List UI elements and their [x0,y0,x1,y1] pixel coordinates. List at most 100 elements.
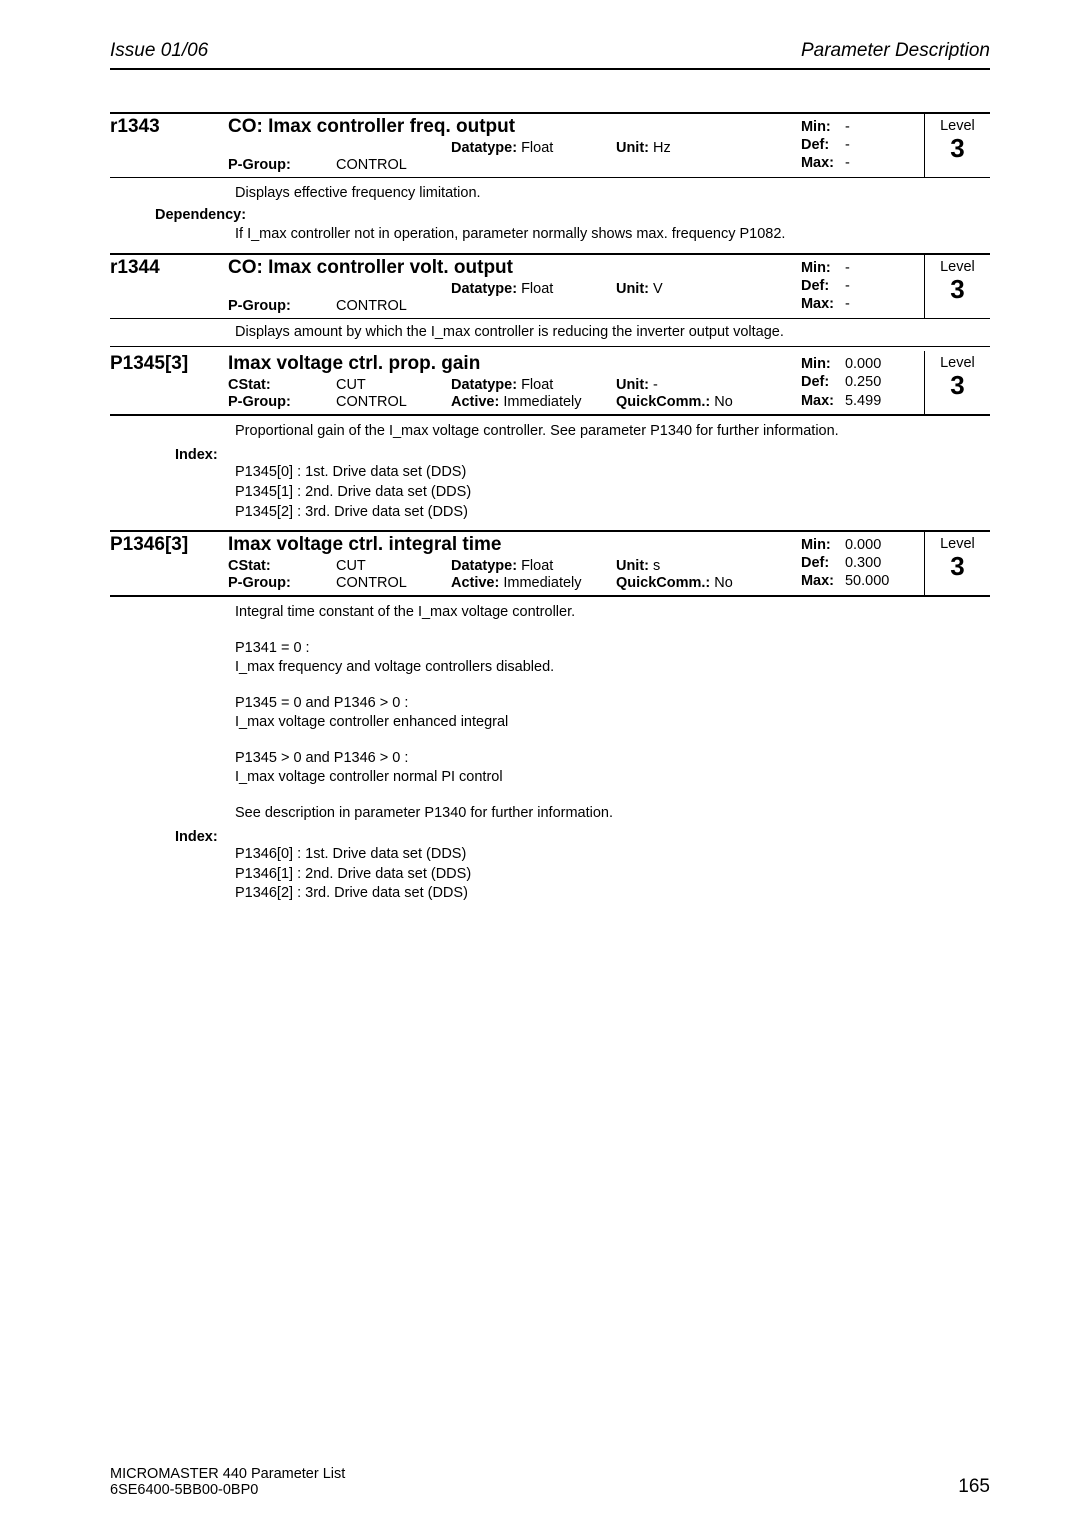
val-datatype: Float [521,281,553,297]
lbl-unit: Unit: [616,281,649,297]
lbl-quickcomm: QuickComm.: [616,394,710,410]
lbl-def: Def: [801,373,845,391]
dependency-text: If I_max controller not in operation, pa… [235,225,990,245]
page-footer: MICROMASTER 440 Parameter List 6SE6400-5… [110,1466,990,1498]
header-left: Issue 01/06 [110,40,208,62]
val-quickcomm: No [714,575,733,591]
param-title: Imax voltage ctrl. prop. gain [228,353,801,375]
lbl-level: Level [925,536,990,552]
val-unit: V [653,281,663,297]
param-title: CO: Imax controller freq. output [228,116,801,138]
lbl-pgroup: P-Group: [228,575,336,591]
val-def: 0.250 [845,373,920,391]
index-entry: P1345[0] : 1st. Drive data set (DDS) [235,463,990,483]
lbl-def: Def: [801,554,845,572]
lbl-max: Max: [801,154,845,172]
param-id: r1344 [110,255,228,318]
index-entry: P1346[1] : 2nd. Drive data set (DDS) [235,865,990,885]
param-p1346: P1346[3] Imax voltage ctrl. integral tim… [110,530,990,908]
cond-desc: I_max frequency and voltage controllers … [235,658,990,678]
lbl-active: Active: [451,394,499,410]
index-entry: P1345[1] : 2nd. Drive data set (DDS) [235,483,990,503]
param-p1345: P1345[3] Imax voltage ctrl. prop. gain C… [110,351,990,526]
val-pgroup: CONTROL [336,298,451,314]
header-right: Parameter Description [801,40,990,62]
val-unit: - [653,377,658,393]
lbl-level: Level [925,118,990,134]
val-datatype: Float [521,377,553,393]
val-def: 0.300 [845,554,920,572]
lbl-unit: Unit: [616,558,649,574]
param-r1343: r1343 CO: Imax controller freq. output D… [110,112,990,249]
lbl-datatype: Datatype: [451,140,517,156]
lbl-pgroup: P-Group: [228,298,336,314]
lbl-min: Min: [801,118,845,136]
val-unit: Hz [653,140,671,156]
val-level: 3 [925,134,990,163]
val-max: 5.499 [845,392,920,410]
val-level: 3 [925,552,990,581]
val-unit: s [653,558,660,574]
lbl-max: Max: [801,392,845,410]
lbl-unit: Unit: [616,140,649,156]
cond-desc: I_max voltage controller normal PI contr… [235,768,990,788]
param-title: CO: Imax controller volt. output [228,257,801,279]
lbl-datatype: Datatype: [451,558,517,574]
param-r1344: r1344 CO: Imax controller volt. output D… [110,253,990,348]
param-desc: Displays effective frequency limitation. [235,184,990,204]
val-level: 3 [925,371,990,400]
index-entry: P1345[2] : 3rd. Drive data set (DDS) [235,503,990,523]
val-pgroup: CONTROL [336,394,451,410]
footer-line2: 6SE6400-5BB00-0BP0 [110,1482,345,1498]
page-content: Issue 01/06 Parameter Description r1343 … [0,0,1080,952]
val-def: - [845,277,920,295]
lbl-level: Level [925,259,990,275]
val-min: - [845,118,920,136]
val-min: - [845,259,920,277]
lbl-active: Active: [451,575,499,591]
val-quickcomm: No [714,394,733,410]
val-pgroup: CONTROL [336,157,451,173]
lbl-pgroup: P-Group: [228,394,336,410]
lbl-datatype: Datatype: [451,377,517,393]
index-entry: P1346[2] : 3rd. Drive data set (DDS) [235,884,990,904]
lbl-unit: Unit: [616,377,649,393]
cond-line: P1345 > 0 and P1346 > 0 : [235,749,990,769]
cond-line: P1345 = 0 and P1346 > 0 : [235,694,990,714]
lbl-dependency: Dependency: [155,207,246,223]
val-max: - [845,154,920,172]
lbl-level: Level [925,355,990,371]
lbl-index: Index: [175,828,235,848]
val-level: 3 [925,275,990,304]
cond-desc: I_max voltage controller enhanced integr… [235,713,990,733]
param-id: P1345[3] [110,351,228,414]
val-def: - [845,136,920,154]
param-desc: Integral time constant of the I_max volt… [235,603,990,623]
lbl-datatype: Datatype: [451,281,517,297]
lbl-pgroup: P-Group: [228,157,336,173]
param-id: r1343 [110,114,228,177]
val-cstat: CUT [336,558,451,574]
param-desc: Displays amount by which the I_max contr… [235,323,990,343]
lbl-min: Min: [801,259,845,277]
val-active: Immediately [503,575,581,591]
index-entry: P1346[0] : 1st. Drive data set (DDS) [235,845,990,865]
param-desc: Proportional gain of the I_max voltage c… [235,422,990,442]
lbl-index: Index: [175,446,235,466]
val-min: 0.000 [845,355,920,373]
val-active: Immediately [503,394,581,410]
val-min: 0.000 [845,536,920,554]
lbl-def: Def: [801,136,845,154]
cond-line: P1341 = 0 : [235,639,990,659]
footer-line1: MICROMASTER 440 Parameter List [110,1466,345,1482]
see-desc: See description in parameter P1340 for f… [235,804,990,824]
param-title: Imax voltage ctrl. integral time [228,534,801,556]
val-max: - [845,295,920,313]
lbl-max: Max: [801,295,845,313]
lbl-quickcomm: QuickComm.: [616,575,710,591]
lbl-cstat: CStat: [228,377,336,393]
val-pgroup: CONTROL [336,575,451,591]
lbl-cstat: CStat: [228,558,336,574]
val-cstat: CUT [336,377,451,393]
page-header: Issue 01/06 Parameter Description [110,40,990,70]
